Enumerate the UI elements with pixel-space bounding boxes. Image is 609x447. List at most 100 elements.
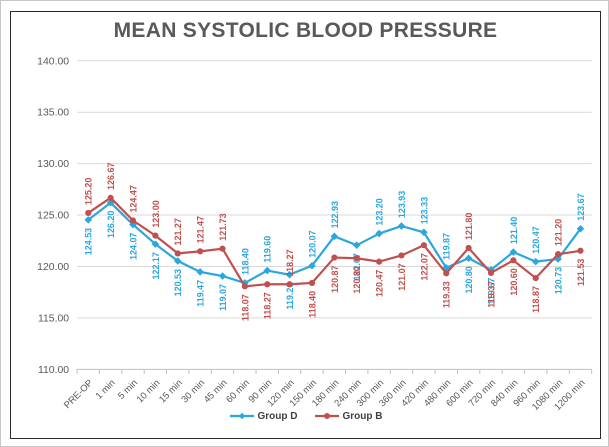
data-point-label: 119.07 [218,284,228,311]
data-point-marker [353,255,360,262]
data-point-marker [197,248,204,255]
data-point-label: 120.87 [330,265,340,292]
data-point-marker [532,275,539,282]
data-point-marker [510,257,517,264]
x-tick-label: 10 min [135,378,163,406]
data-point-label: 121.73 [218,213,228,240]
data-point-label: 126.20 [106,211,116,238]
data-point-marker [129,217,137,224]
y-tick-label: 140.00 [37,56,69,67]
legend: Group D Group B [11,406,600,426]
data-point-marker [286,281,293,288]
data-point-marker [263,266,272,275]
data-point-label: 125.20 [84,178,94,205]
data-point-label: 123.93 [397,191,407,218]
data-point-label: 122.07 [419,253,429,280]
data-point-label: 120.73 [554,267,564,294]
data-point-label: 123.20 [375,198,385,225]
data-point-label: 120.07 [307,230,317,257]
data-point-label: 122.93 [330,201,340,228]
data-point-label: 119.37 [486,281,496,308]
data-point-label: 124.07 [128,233,138,260]
y-tick-label: 135.00 [37,108,69,119]
data-point-marker [487,269,495,277]
data-point-marker [576,224,585,233]
data-point-label: 126.67 [106,163,116,190]
data-point-marker [174,250,181,257]
data-point-marker [241,283,248,290]
data-point-label: 121.47 [196,216,206,243]
y-tick-label: 120.00 [37,262,69,273]
data-point-marker [85,209,92,217]
x-tick-label: 15 min [157,378,185,406]
data-point-marker [398,252,405,259]
data-point-marker [376,258,383,265]
data-point-marker [107,194,114,201]
data-point-label: 120.80 [464,266,474,293]
data-point-label: 123.33 [419,197,429,224]
data-point-marker [196,268,204,276]
data-point-marker [397,222,406,230]
x-tick-label: 1 min [94,378,118,402]
data-point-label: 121.07 [397,263,407,290]
data-point-label: 118.87 [531,286,541,313]
data-point-label: 121.80 [464,213,474,240]
data-point-marker [308,279,316,287]
data-point-label: 118.07 [240,294,250,321]
data-point-label: 121.27 [173,218,183,245]
data-point-label: 122.07 [352,253,362,280]
data-point-marker [84,216,93,224]
legend-label: Group D [257,410,298,422]
data-point-marker [531,257,540,266]
data-point-label: 118.27 [263,292,273,319]
data-point-marker [151,240,160,248]
data-point-marker [219,245,226,252]
data-point-marker [173,257,182,265]
data-point-label: 119.60 [263,236,273,263]
data-point-label: 118.27 [285,249,295,276]
data-point-label: 120.60 [509,268,519,295]
data-point-marker [152,232,159,239]
data-point-marker [464,254,473,263]
data-point-label: 120.80 [352,266,362,293]
data-point-label: 119.67 [486,278,496,305]
data-point-marker [352,241,361,249]
legend-label: Group B [342,410,383,422]
data-point-label: 121.53 [576,259,586,286]
data-point-label: 118.40 [240,248,250,275]
x-tick-label: 60 min [224,378,252,406]
data-point-marker [420,228,428,237]
y-tick-label: 130.00 [37,159,69,170]
data-point-marker [308,261,316,270]
legend-item-group-b: Group B [314,411,383,422]
data-point-label: 123.67 [576,193,586,220]
data-point-marker [331,254,338,261]
data-point-label: 121.40 [509,217,519,244]
chart-title: MEAN SYSTOLIC BLOOD PRESSURE [113,19,498,42]
data-point-label: 120.47 [375,270,385,297]
data-point-marker [218,272,227,280]
data-point-marker [264,281,271,288]
legend-marker-group-b [314,413,339,419]
data-point-label: 120.53 [173,269,183,296]
data-point-label: 120.47 [531,226,541,253]
data-point-label: 119.87 [442,233,452,260]
data-point-marker [465,244,472,252]
data-point-marker [555,251,562,258]
data-point-label: 123.00 [151,200,161,227]
data-point-label: 124.53 [84,228,94,255]
data-point-label: 121.20 [554,219,564,246]
data-point-marker [554,255,562,263]
x-tick-label: 45 min [202,378,230,406]
chart-frame: 110.00 115.00 120.00 125.00 130.00 135.00 140.… [10,11,601,439]
data-point-marker [375,229,383,238]
x-tick-label: 30 min [179,378,207,406]
data-point-label: 118.40 [307,291,317,318]
y-tick-label: 110.00 [38,365,69,376]
plot-area: 110.00 115.00 120.00 125.00 130.00 135.00 140.… [37,56,593,413]
data-point-label: 122.17 [151,252,161,279]
data-point-label: 119.33 [442,281,452,308]
data-point-marker [577,247,584,254]
legend-marker-group-d [229,412,254,420]
